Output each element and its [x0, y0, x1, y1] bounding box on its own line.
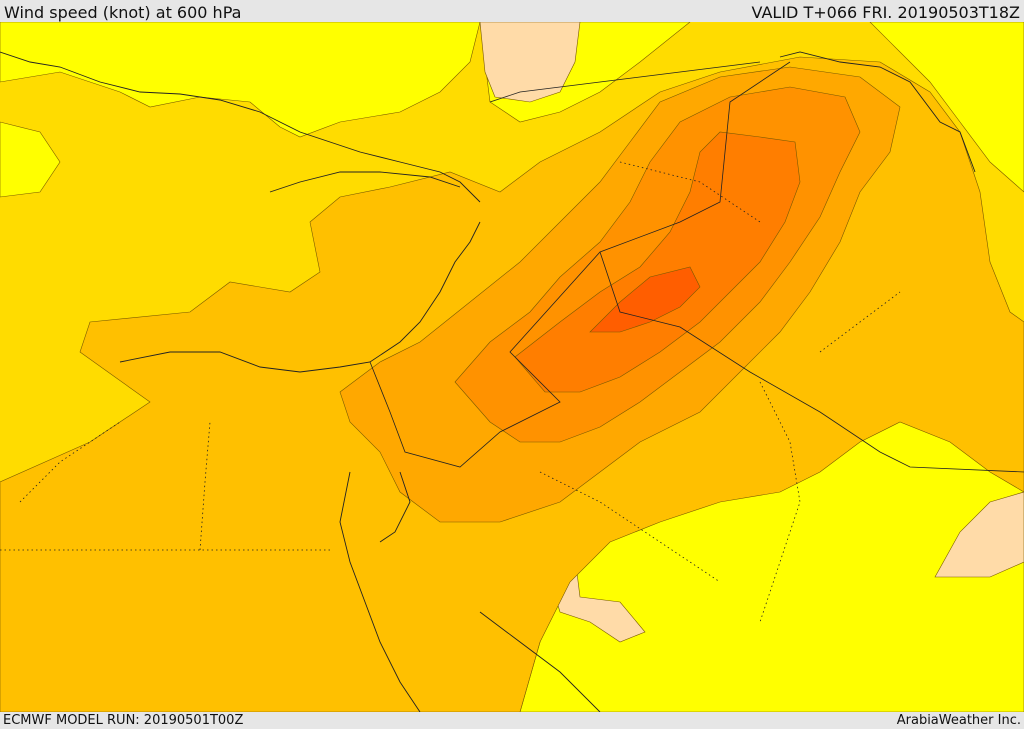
map-header: Wind speed (knot) at 600 hPa VALID T+066… [0, 0, 1024, 22]
map-title: Wind speed (knot) at 600 hPa [4, 3, 242, 22]
admin-borders [0, 161, 901, 623]
map-canvas [0, 22, 1024, 712]
map-footer: ECMWF MODEL RUN: 20190501T00Z ArabiaWeat… [0, 712, 1024, 729]
band-low-west [0, 121, 61, 198]
band-lightest-east [934, 491, 1024, 578]
model-run: ECMWF MODEL RUN: 20190501T00Z [3, 713, 244, 728]
wind-speed-map [0, 22, 1024, 712]
country-borders [369, 61, 1024, 473]
band-low-north [0, 22, 481, 138]
valid-time: VALID T+066 FRI. 20190503T18Z [751, 3, 1020, 22]
band-7 [589, 266, 701, 333]
band-low-east [869, 22, 1024, 193]
band-lightest-north [479, 22, 581, 103]
credit-label: ArabiaWeather Inc. [896, 713, 1021, 728]
band-6 [514, 131, 801, 393]
